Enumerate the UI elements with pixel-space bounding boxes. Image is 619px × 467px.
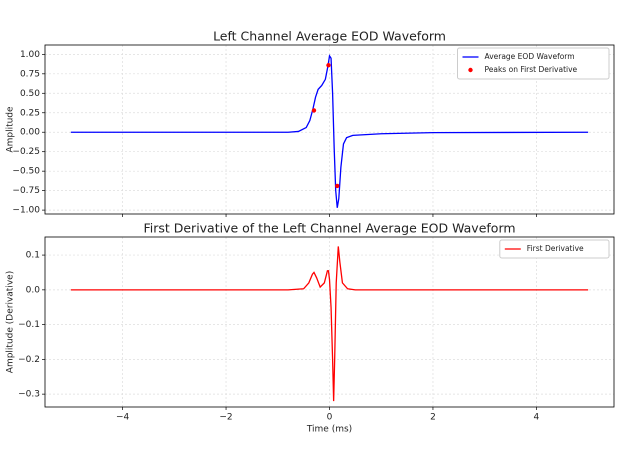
chart-title: Left Channel Average EOD Waveform	[213, 29, 446, 44]
x-tick-label: −2	[219, 413, 232, 423]
peak-point	[335, 183, 340, 189]
legend-box	[499, 239, 610, 259]
data-line	[70, 246, 589, 402]
y-tick-label: −0.2	[18, 355, 40, 365]
y-tick-label: −0.3	[18, 390, 40, 400]
y-tick-label: 0.00	[20, 128, 40, 138]
x-tick-label: 4	[534, 413, 540, 423]
x-tick-label: 2	[430, 413, 436, 423]
y-tick-label: −0.75	[12, 186, 40, 196]
y-tick-label: 0.25	[20, 108, 40, 118]
y-tick-label: 0.50	[20, 89, 40, 99]
y-axis-label: Amplitude	[6, 106, 16, 153]
y-tick-label: −0.50	[12, 167, 40, 177]
y-tick-label: 0.1	[26, 251, 40, 261]
plot-frame	[44, 44, 615, 215]
legend-marker	[468, 67, 473, 73]
peak-point	[326, 63, 331, 68]
x-axis-label: Time (ms)	[306, 425, 352, 435]
y-tick-label: −1.00	[12, 206, 40, 216]
legend-label: Peaks on First Derivative	[485, 65, 578, 74]
x-tick-label: −4	[116, 413, 130, 423]
legend-label: Average EOD Waveform	[485, 52, 575, 61]
y-tick-label: 0.0	[26, 285, 41, 295]
data-line	[70, 54, 589, 208]
peak-point	[311, 108, 317, 113]
y-tick-label: −0.1	[18, 320, 40, 330]
legend-label: First Derivative	[527, 244, 584, 253]
y-axis-label: Amplitude (Derivative)	[6, 271, 16, 373]
plot-frame	[44, 236, 615, 408]
legend-box	[457, 47, 610, 80]
y-tick-label: 1.00	[20, 50, 40, 60]
chart-title: First Derivative of the Left Channel Ave…	[143, 221, 515, 236]
y-tick-label: 0.75	[20, 69, 40, 79]
y-tick-label: −0.25	[12, 147, 40, 157]
x-tick-label: 0	[327, 413, 333, 423]
